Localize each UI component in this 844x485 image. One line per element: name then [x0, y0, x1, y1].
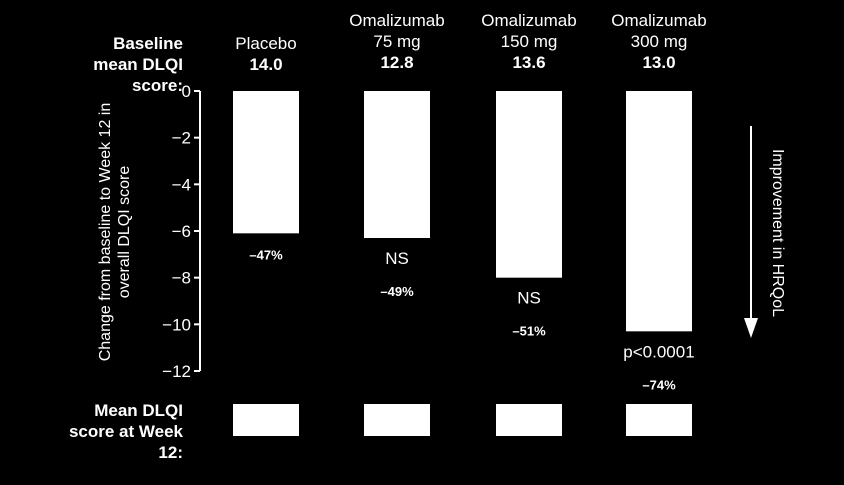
- y-tick-label: −4: [172, 175, 191, 194]
- bar: [233, 91, 299, 234]
- group-header-oma-150: Omalizumab 150 mg 13.6: [459, 10, 599, 73]
- significance-label: NS: [385, 249, 409, 268]
- group-name: Omalizumab: [611, 11, 707, 30]
- group-dose: 300 mg: [630, 32, 688, 51]
- percent-change-label: –51%: [512, 324, 546, 339]
- baseline-label: Baseline mean DLQI score:: [0, 33, 183, 96]
- y-tick-label: −2: [172, 129, 191, 148]
- percent-change-label: –49%: [380, 284, 414, 299]
- group-header-oma-300: Omalizumab 300 mg 13.0: [589, 10, 729, 73]
- week12-score-box: [233, 404, 299, 436]
- group-name: Omalizumab: [481, 11, 577, 30]
- group-baseline: 13.0: [642, 53, 676, 72]
- group-header-oma-75: Omalizumab 75 mg 12.8: [327, 10, 467, 73]
- significance-label: NS: [517, 289, 541, 308]
- group-baseline: 13.6: [512, 53, 546, 72]
- footer-label: Mean DLQI score at Week 12:: [0, 400, 183, 463]
- y-tick-label: 0: [182, 82, 191, 101]
- percent-change-label: –74%: [642, 377, 676, 392]
- group-header-placebo: Placebo 14.0: [196, 33, 336, 75]
- footer-line2: score at Week: [68, 422, 183, 441]
- group-name: Omalizumab: [349, 11, 445, 30]
- week12-score-box: [626, 404, 692, 436]
- baseline-label-line3: score:: [131, 76, 183, 95]
- bar: [626, 91, 692, 332]
- bar: [496, 91, 562, 278]
- week12-score-box: [364, 404, 430, 436]
- y-tick-label: −6: [172, 222, 191, 241]
- week12-score-box: [496, 404, 562, 436]
- group-dose: 75 mg: [373, 32, 421, 51]
- footer-line3: 12:: [158, 443, 183, 462]
- baseline-label-line1: Baseline: [113, 34, 183, 53]
- group-baseline: 12.8: [380, 53, 414, 72]
- y-tick-label: −12: [162, 362, 191, 381]
- improvement-label: Improvement in HRQoL: [769, 148, 786, 318]
- bar: [364, 91, 430, 238]
- group-name: Placebo: [235, 34, 297, 53]
- significance-label: p<0.0001: [623, 342, 694, 361]
- percent-change-label: –47%: [249, 247, 283, 262]
- footer-line1: Mean DLQI: [94, 401, 183, 420]
- improvement-arrow-head-icon: [744, 318, 758, 338]
- baseline-label-line2: mean DLQI: [93, 55, 183, 74]
- y-tick-label: −10: [162, 315, 191, 334]
- y-tick-label: −8: [172, 269, 191, 288]
- group-dose: 150 mg: [500, 32, 558, 51]
- group-baseline: 14.0: [249, 55, 283, 74]
